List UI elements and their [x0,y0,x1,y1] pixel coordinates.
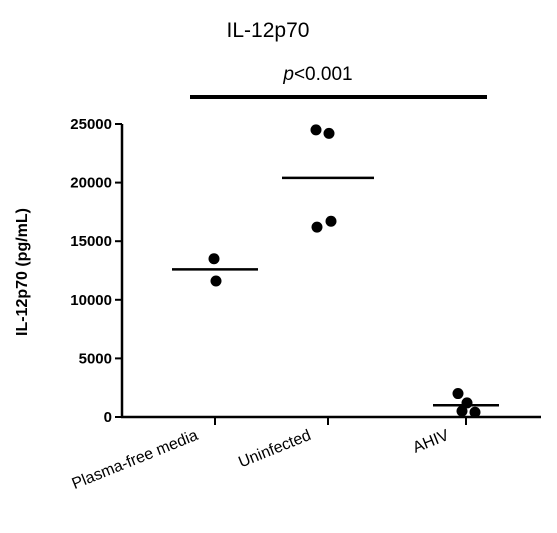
data-point [461,397,473,409]
y-tick-label: 15000 [70,233,112,250]
y-tick-label: 25000 [70,116,112,133]
data-points [208,124,481,418]
x-tick-label: Uninfected [236,427,313,471]
y-tick-label: 0 [104,409,112,426]
data-point [452,388,464,400]
data-point [456,405,468,417]
x-ticks: Plasma-free media Uninfected AHIV [70,417,467,493]
y-ticks: 0 5000 10000 15000 20000 25000 [70,116,122,426]
y-tick-label: 20000 [70,175,112,192]
data-point [325,215,337,227]
y-axis-label: IL-12p70 (pg/mL) [14,208,31,336]
x-tick-label: Plasma-free media [70,427,201,493]
group-means [172,176,499,407]
x-tick-label: AHIV [411,427,452,457]
y-tick-label: 10000 [70,292,112,309]
significance-p: p [282,64,294,85]
data-point [469,406,481,418]
data-point [311,221,323,233]
data-point [210,275,222,287]
significance-label: p<0.001 [282,64,352,85]
data-point [310,124,322,136]
y-tick-label: 5000 [79,350,112,367]
chart-title: IL-12p70 [227,19,310,42]
significance-value: <0.001 [294,64,353,85]
data-point [208,253,220,265]
data-point [323,127,335,139]
